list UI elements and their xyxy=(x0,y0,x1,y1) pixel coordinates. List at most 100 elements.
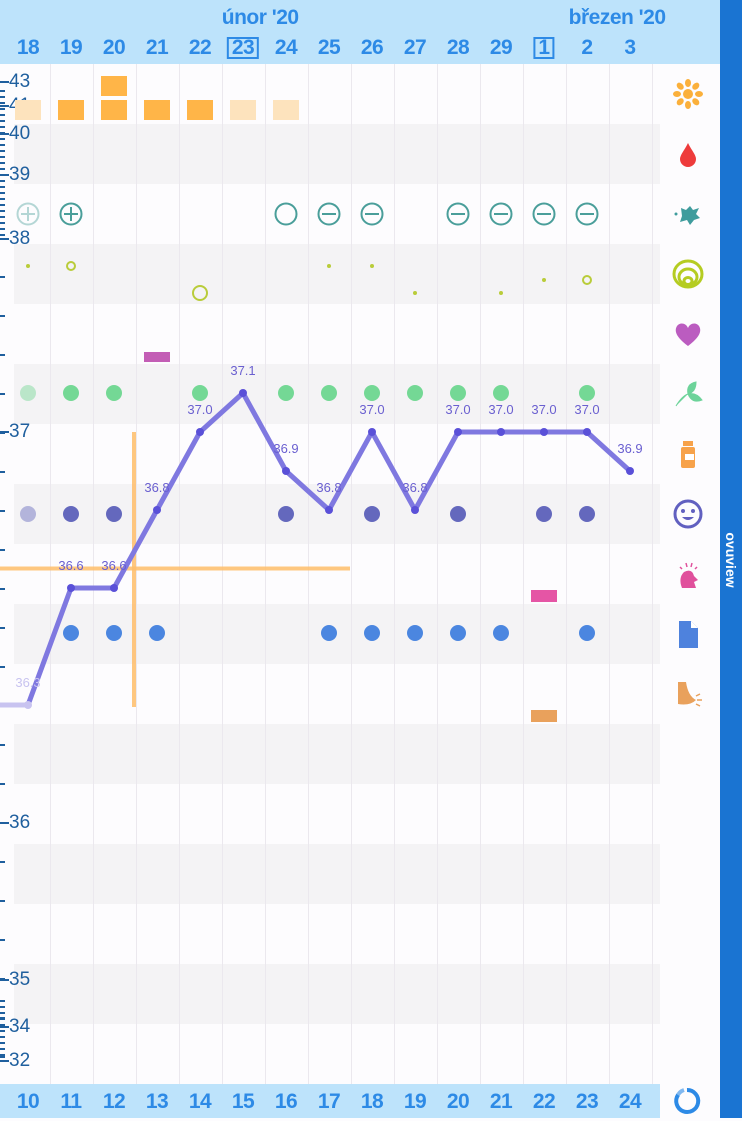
note-mark[interactable] xyxy=(407,625,423,641)
date-header[interactable]: únor '20 březen '20 18 19 20 21 22 23 24 25 26 27 28… xyxy=(0,0,720,64)
bleeding-mark[interactable] xyxy=(101,76,127,96)
test-result-empty[interactable] xyxy=(274,202,298,226)
intercourse-mark[interactable] xyxy=(144,352,170,362)
test-result-minus[interactable] xyxy=(446,202,470,226)
herb-mark[interactable] xyxy=(579,385,595,401)
date-label[interactable]: 29 xyxy=(489,36,513,59)
date-label[interactable]: 22 xyxy=(188,36,212,59)
mood-mark[interactable] xyxy=(63,506,79,522)
note-mark[interactable] xyxy=(450,625,466,641)
mood-mark[interactable] xyxy=(20,506,36,522)
test-result-minus[interactable] xyxy=(575,202,599,226)
date-label[interactable]: 21 xyxy=(145,36,169,59)
date-label[interactable]: 24 xyxy=(274,36,298,59)
cycle-day-label[interactable]: 18 xyxy=(360,1090,384,1113)
mood-mark[interactable] xyxy=(278,506,294,522)
herb-mark[interactable] xyxy=(407,385,423,401)
test-result-plus[interactable] xyxy=(59,202,83,226)
herb-mark[interactable] xyxy=(450,385,466,401)
temperature-chart[interactable]: 36.3 36.6 36.6 36.8 37.0 37.1 36.9 36.8 37.0 36.8… xyxy=(0,0,720,1118)
pain-mark[interactable] xyxy=(531,590,557,602)
mood-mark[interactable] xyxy=(536,506,552,522)
test-result-minus[interactable] xyxy=(317,202,341,226)
herb-mark[interactable] xyxy=(192,385,208,401)
cycle-day-label[interactable]: 20 xyxy=(446,1090,470,1113)
sun-icon[interactable] xyxy=(672,78,704,110)
note-mark[interactable] xyxy=(579,625,595,641)
splash-icon[interactable] xyxy=(672,198,704,230)
cycle-refresh-icon[interactable] xyxy=(672,1086,702,1116)
cycle-day-footer[interactable]: 10 11 12 13 14 15 16 17 18 19 20 21 22 23 24 xyxy=(0,1084,660,1118)
date-label[interactable]: 18 xyxy=(16,36,40,59)
cycle-day-label[interactable]: 11 xyxy=(60,1090,82,1113)
mood-mark[interactable] xyxy=(106,506,122,522)
cycle-day-label[interactable]: 12 xyxy=(102,1090,126,1113)
date-selected[interactable]: 23 xyxy=(226,37,260,59)
bleeding-mark[interactable] xyxy=(58,100,84,120)
cervix-mark[interactable] xyxy=(26,264,30,268)
herb-mark[interactable] xyxy=(63,385,79,401)
date-label[interactable]: 19 xyxy=(59,36,83,59)
breast-icon[interactable] xyxy=(672,678,704,710)
date-selected[interactable]: 1 xyxy=(533,37,555,59)
bleeding-mark[interactable] xyxy=(187,100,213,120)
leaf-icon[interactable] xyxy=(672,378,704,410)
herb-mark[interactable] xyxy=(364,385,380,401)
mood-mark[interactable] xyxy=(364,506,380,522)
date-label[interactable]: 26 xyxy=(360,36,384,59)
breast-mark[interactable] xyxy=(531,710,557,722)
test-result-plus[interactable] xyxy=(16,202,40,226)
test-result-minus[interactable] xyxy=(489,202,513,226)
note-mark[interactable] xyxy=(364,625,380,641)
cervix-mark[interactable] xyxy=(370,264,374,268)
date-label[interactable]: 25 xyxy=(317,36,341,59)
pill-bottle-icon[interactable] xyxy=(672,438,704,470)
cycle-day-label[interactable]: 22 xyxy=(532,1090,556,1113)
smiley-icon[interactable] xyxy=(672,498,704,530)
cervix-rings-icon[interactable] xyxy=(672,258,704,290)
cycle-day-label[interactable]: 23 xyxy=(575,1090,599,1113)
bleeding-mark[interactable] xyxy=(15,100,41,120)
note-mark[interactable] xyxy=(149,625,165,641)
blood-drop-icon[interactable] xyxy=(672,138,704,170)
cycle-day-label[interactable]: 24 xyxy=(618,1090,642,1113)
cervix-mark[interactable] xyxy=(542,278,546,282)
cycle-day-label[interactable]: 16 xyxy=(274,1090,298,1113)
note-mark[interactable] xyxy=(321,625,337,641)
date-label[interactable]: 2 xyxy=(581,36,593,59)
date-label[interactable]: 27 xyxy=(403,36,427,59)
date-label[interactable]: 3 xyxy=(624,36,636,59)
cervix-mark[interactable] xyxy=(66,261,76,271)
cycle-day-label[interactable]: 15 xyxy=(231,1090,255,1113)
note-mark[interactable] xyxy=(493,625,509,641)
date-label[interactable]: 20 xyxy=(102,36,126,59)
mood-mark[interactable] xyxy=(450,506,466,522)
cycle-day-label[interactable]: 13 xyxy=(145,1090,169,1113)
bleeding-mark[interactable] xyxy=(273,100,299,120)
cervix-mark[interactable] xyxy=(582,275,592,285)
cervix-mark[interactable] xyxy=(327,264,331,268)
test-result-minus[interactable] xyxy=(360,202,384,226)
herb-mark[interactable] xyxy=(321,385,337,401)
herb-mark[interactable] xyxy=(493,385,509,401)
pain-head-icon[interactable] xyxy=(672,558,704,590)
cervix-mark[interactable] xyxy=(413,291,417,295)
herb-mark[interactable] xyxy=(278,385,294,401)
note-mark[interactable] xyxy=(63,625,79,641)
cycle-day-label[interactable]: 14 xyxy=(188,1090,212,1113)
cycle-day-label[interactable]: 17 xyxy=(317,1090,341,1113)
cervix-mark[interactable] xyxy=(499,291,503,295)
cervix-mark[interactable] xyxy=(192,285,208,301)
note-document-icon[interactable] xyxy=(672,618,704,650)
date-label[interactable]: 28 xyxy=(446,36,470,59)
mood-mark[interactable] xyxy=(579,506,595,522)
test-result-minus[interactable] xyxy=(532,202,556,226)
bleeding-mark[interactable] xyxy=(144,100,170,120)
cycle-day-label[interactable]: 21 xyxy=(489,1090,513,1113)
note-mark[interactable] xyxy=(106,625,122,641)
herb-mark[interactable] xyxy=(20,385,36,401)
bleeding-mark[interactable] xyxy=(101,100,127,120)
cycle-day-label[interactable]: 10 xyxy=(16,1090,40,1113)
herb-mark[interactable] xyxy=(106,385,122,401)
cycle-day-label[interactable]: 19 xyxy=(403,1090,427,1113)
